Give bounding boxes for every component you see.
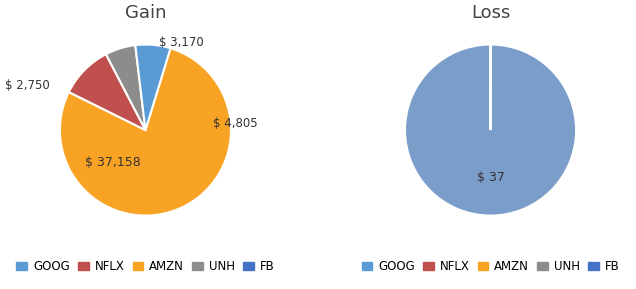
Title: Gain: Gain (125, 3, 166, 22)
Title: Loss: Loss (471, 3, 510, 22)
Text: $ 2,750: $ 2,750 (5, 79, 50, 92)
Text: $ 3,170: $ 3,170 (159, 36, 204, 49)
Wedge shape (106, 45, 146, 130)
Text: $ 37,158: $ 37,158 (85, 156, 141, 169)
Wedge shape (135, 45, 170, 130)
Text: $ 37: $ 37 (476, 171, 504, 184)
Wedge shape (60, 48, 231, 216)
Wedge shape (69, 54, 146, 130)
Legend: GOOG, NFLX, AMZN, UNH, FB: GOOG, NFLX, AMZN, UNH, FB (11, 256, 279, 278)
Wedge shape (405, 45, 576, 216)
Legend: GOOG, NFLX, AMZN, UNH, FB: GOOG, NFLX, AMZN, UNH, FB (357, 256, 625, 278)
Text: $ 4,805: $ 4,805 (213, 117, 258, 130)
